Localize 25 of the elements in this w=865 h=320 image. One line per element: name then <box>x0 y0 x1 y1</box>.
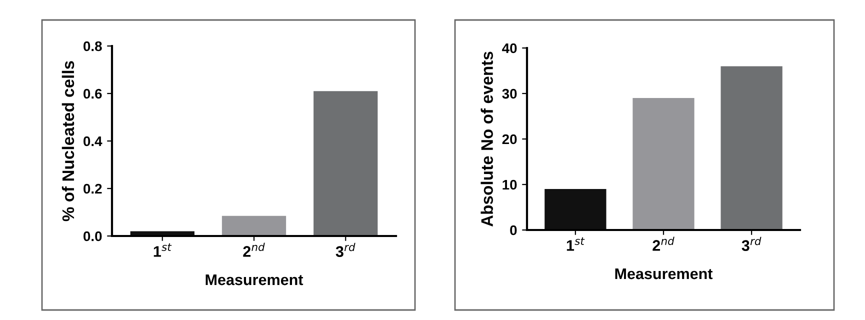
bar <box>314 91 378 236</box>
x-axis-title: Measurement <box>206 274 304 286</box>
x-tick-label: 1$^{st}$ <box>566 237 585 251</box>
y-tick-label: 10 <box>502 180 517 190</box>
bar <box>720 66 782 230</box>
y-axis-title: Absolute No of events <box>480 52 493 227</box>
x-tick-label: 3$^{rd}$ <box>336 242 356 258</box>
y-tick-label: 0 <box>510 225 517 236</box>
y-tick-label: 0.6 <box>84 88 102 99</box>
y-tick-label: 0.2 <box>84 184 102 194</box>
bar <box>544 189 606 230</box>
x-tick-label: 1$^{st}$ <box>154 243 172 257</box>
y-tick-label: 40 <box>502 43 517 54</box>
y-axis-title: % of Nucleated cells <box>62 61 74 222</box>
y-tick-label: 0.0 <box>84 231 102 242</box>
y-tick-label: 30 <box>502 88 517 99</box>
y-tick-label: 0.4 <box>84 136 102 146</box>
x-axis-title: Measurement <box>615 268 713 280</box>
x-tick-label: 2$^{nd}$ <box>652 236 674 251</box>
y-tick-label: 0.8 <box>84 41 102 52</box>
bar <box>632 98 694 230</box>
x-tick-label: 3$^{rd}$ <box>742 236 762 252</box>
y-tick-label: 20 <box>502 134 517 144</box>
x-tick-label: 2$^{nd}$ <box>243 242 265 257</box>
bar <box>222 216 286 236</box>
